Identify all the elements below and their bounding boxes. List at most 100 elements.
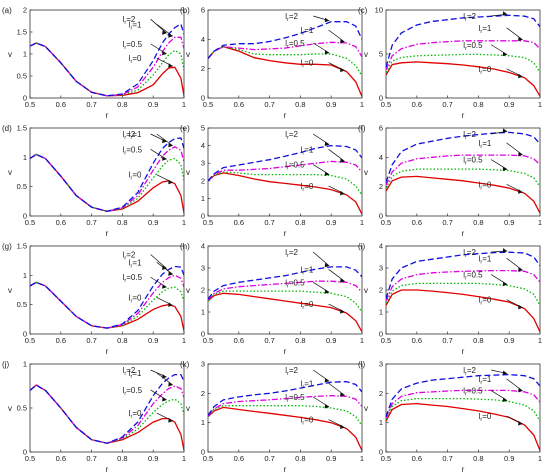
panel-c-series-line	[386, 53, 540, 73]
panel-j-annotation: lr=2	[123, 366, 136, 377]
panel-l-annotation-arrowhead	[518, 387, 523, 393]
panel-c-annotation: lr=1	[479, 24, 492, 35]
panel-b-annotation-sub: r	[287, 44, 289, 50]
panel-a-xlabel: r	[106, 111, 109, 120]
panel-a-annotation-arrow	[156, 24, 173, 37]
panel-a-annotation-sub: r	[124, 45, 126, 51]
panel-h-xtick-label: 0.7	[264, 336, 274, 345]
panel-i-annotation-value: =0	[482, 296, 492, 305]
panel-g-series-line	[30, 281, 184, 329]
panel-l-annotation-value: =1	[482, 375, 492, 384]
panel-c-xtick-label: 1	[538, 100, 542, 109]
panel-j-ytick-label: 0	[23, 448, 27, 457]
panel-j-ytick-label: 0.5	[17, 404, 27, 413]
panel-e-xtick-label: 0.6	[234, 218, 244, 227]
panel-c-series-line	[386, 14, 540, 68]
panel-c-annotation-main: l	[463, 41, 465, 50]
panel-j-annotation-sub: r	[124, 391, 126, 397]
panel-b-annotation-main: l	[301, 59, 303, 68]
panel-g-ytick-label: 1.5	[17, 242, 27, 251]
panel-a-annotation: lr=0.5	[123, 40, 143, 51]
panel-k-annotation: lr=2	[285, 366, 298, 377]
panel-g-series-line	[30, 281, 184, 332]
panel-e-series-line	[208, 144, 362, 182]
panel-e-annotation-value: =0.5	[289, 161, 305, 170]
panel-f-ytick-label: 0	[379, 212, 383, 221]
panel-k-annotation-arrowhead	[340, 424, 345, 430]
panel-k-annotation-value: =0	[304, 416, 314, 425]
panel-d-annotation-value: =0.5	[126, 145, 142, 154]
panel-c-label: (c)	[358, 6, 368, 15]
panel-a-annotation: lr=2	[123, 15, 136, 26]
panel-h-ytick-label: 0	[201, 330, 205, 339]
panel-c-ylabel: v	[364, 50, 368, 59]
panel-j-ytick-label: 1	[23, 360, 27, 369]
panel-b-annotation: lr=0.5	[285, 39, 305, 50]
panel-l-annotation-main: l	[479, 375, 481, 384]
panel-k-xtick-label: 0.8	[295, 454, 305, 463]
panel-l-annotation-value: =2	[467, 366, 477, 375]
panel-c-annotation-sub: r	[465, 17, 467, 23]
panel-e-annotation-arrowhead	[340, 158, 345, 163]
panel-g-xtick-label: 1	[182, 336, 186, 345]
panel-h-annotation-main: l	[285, 248, 287, 257]
panel-l-annotation-sub: r	[465, 371, 467, 377]
panel-h-ytick-label: 1	[201, 308, 205, 317]
panel-d-xtick-label: 0.9	[148, 218, 158, 227]
panel-i-ytick-label: 3	[379, 264, 383, 273]
panel-d-xtick-label: 0.6	[56, 218, 66, 227]
panel-l-ytick-label: 3	[379, 360, 383, 369]
panel-d-ylabel: v	[8, 168, 12, 177]
panel-f-ytick-label: 4	[379, 153, 383, 162]
panel-k-annotation-sub: r	[302, 384, 304, 390]
panel-l-annotation-sub: r	[480, 380, 482, 386]
panel-j-ylabel: v	[8, 404, 12, 413]
panel-a-xtick-label: 0.9	[148, 100, 158, 109]
panel-e-xtick-label: 0.5	[203, 218, 213, 227]
panel-g-annotation: lr=0	[129, 293, 142, 304]
panel-i-series-line	[386, 269, 540, 302]
panel-l-xtick-label: 0.5	[381, 454, 391, 463]
panel-j-annotation-value: =1	[132, 369, 142, 378]
panel-h-series-line	[208, 290, 362, 313]
panel-f-axes-frame	[385, 127, 541, 217]
panel-k-annotation-main: l	[285, 366, 287, 375]
panel-c-annotation: lr=0	[479, 65, 492, 76]
panel-f-xtick-label: 1	[538, 218, 542, 227]
panel-g-annotation-value: =2	[126, 250, 136, 259]
panel-j: (j)0.5 0.6 0.7 0.8 0.9 100.51rvlr=2lr=1lr=0.5…	[2, 360, 186, 472]
panel-c-xtick-label: 0.9	[504, 100, 514, 109]
panel-l-xtick-label: 0.8	[473, 454, 483, 463]
panel-c: (c)0.5 0.6 0.7 0.8 0.9 10510rvlr=2lr=1lr=0.5l…	[358, 6, 542, 121]
panel-f-annotation-sub: r	[465, 135, 467, 141]
panel-j-annotation-sub: r	[131, 414, 133, 420]
panel-k-annotation-value: =0.5	[289, 393, 305, 402]
panel-f-annotation: lr=2	[463, 130, 476, 141]
panel-d-series-line	[30, 146, 184, 212]
panel-a-annotation-arrowhead	[162, 30, 167, 35]
panel-i-ytick-label: 4	[379, 242, 383, 251]
panel-g-annotation-value: =0	[132, 293, 142, 302]
panel-l: (l)0.5 0.6 0.7 0.8 0.9 10123rvlr=2lr=1lr=0.5l…	[358, 360, 542, 472]
panel-g-series-line	[30, 265, 184, 329]
panel-j-annotation: lr=0.5	[123, 386, 143, 397]
panel-k-xtick-label: 0.5	[203, 454, 213, 463]
panel-h-annotation-value: =1	[304, 265, 314, 274]
panel-i-annotation-main: l	[479, 296, 481, 305]
panel-d-annotation-arrowhead	[168, 142, 173, 148]
panel-j-xtick-label: 0.6	[56, 454, 66, 463]
panel-k-annotation-sub: r	[287, 398, 289, 404]
panel-b-xtick-label: 0.6	[234, 100, 244, 109]
panel-h-annotation-value: =0.5	[289, 278, 305, 287]
panel-h-label: (h)	[180, 242, 190, 251]
panel-a-xtick-label: 0.5	[25, 100, 35, 109]
panel-h-xtick-label: 0.8	[295, 336, 305, 345]
panel-e-series-line	[208, 172, 362, 215]
panel-i-series-line	[386, 289, 540, 333]
panel-k-xtick-label: 0.6	[234, 454, 244, 463]
panel-e-ytick-label: 0	[201, 212, 205, 221]
panel-a-annotation-sub: r	[124, 20, 126, 26]
panel-h-annotation-arrowhead	[340, 278, 345, 283]
panel-l-axes-frame	[385, 363, 541, 453]
panel-e-annotation-arrowhead	[324, 171, 330, 177]
